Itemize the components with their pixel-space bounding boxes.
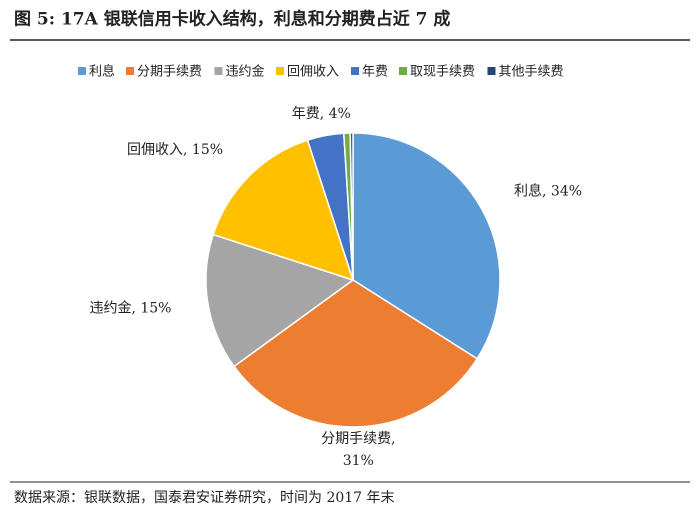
source-note: 数据来源：银联数据，国泰君安证券研究，时间为 2017 年末 — [14, 490, 395, 506]
data-label: 年费, 4% — [292, 106, 351, 122]
legend-swatch — [78, 67, 86, 75]
legend: 利息 分期手续费 违约金 回佣收入 年费 取现手续费 其他手续费 — [78, 64, 564, 80]
legend-label: 分期手续费 — [137, 65, 202, 80]
legend-swatch — [399, 67, 407, 75]
pie-slice — [205, 233, 355, 368]
data-label: 违约金, 15% — [89, 301, 171, 317]
pie-slice — [349, 132, 354, 281]
data-label: 利息, 34% — [514, 182, 582, 199]
pie-slice — [352, 132, 501, 360]
legend-swatch — [487, 67, 496, 75]
legend-label: 其他手续费 — [499, 65, 564, 80]
data-label: 回佣收入, 15% — [127, 142, 223, 158]
legend-label: 回佣收入 — [287, 65, 339, 80]
legend-label: 取现手续费 — [410, 65, 475, 80]
legend-label: 年费 — [362, 65, 388, 80]
legend-swatch — [351, 67, 359, 75]
pie-slice — [212, 139, 355, 282]
figure-title: 图 5: 17A 银联信用卡收入结构，利息和分期费占近 7 成 — [14, 9, 450, 30]
legend-swatch — [126, 67, 134, 75]
legend-label: 违约金 — [226, 64, 265, 80]
legend-label: 利息 — [89, 64, 115, 80]
legend-swatch — [276, 67, 284, 75]
legend-swatch — [214, 67, 223, 75]
data-label: 分期手续费, 31% — [321, 430, 395, 469]
pie-slice — [233, 279, 479, 428]
